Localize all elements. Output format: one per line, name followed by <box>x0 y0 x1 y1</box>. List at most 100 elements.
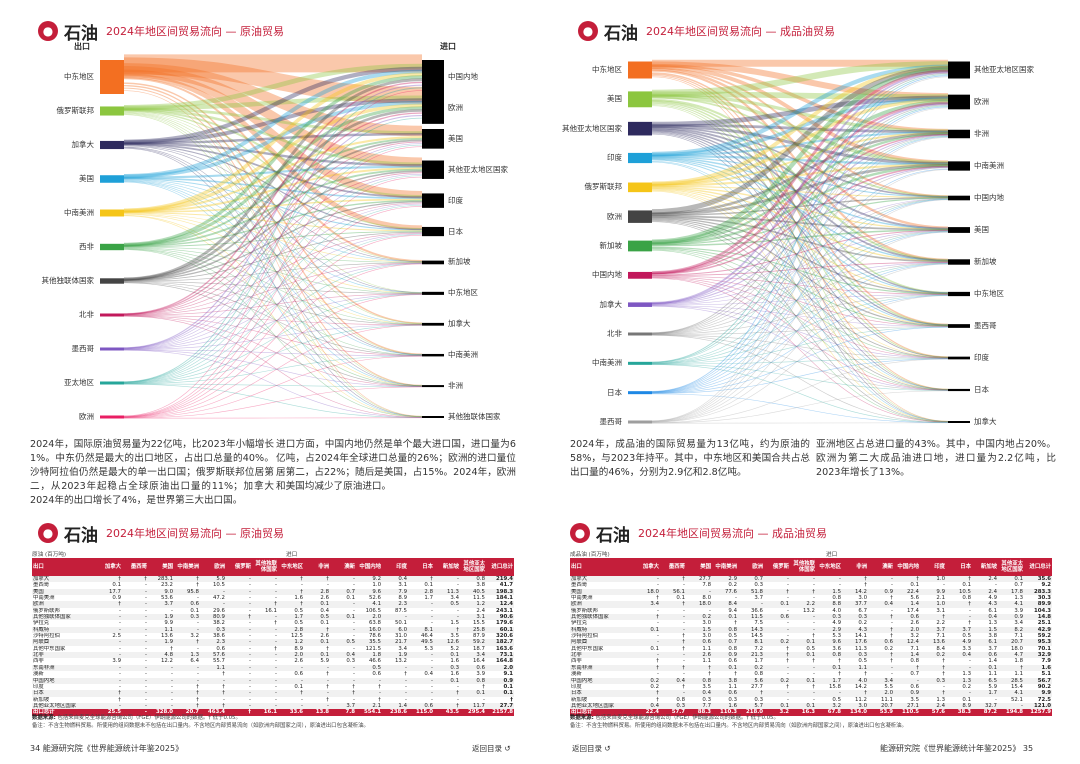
flow-link <box>123 63 423 137</box>
table-cell: † <box>170 645 173 652</box>
table-row: 其他亚太地区国家 0.4 0.3 7.7 1.6 5.7 0.1 0.1 3.2 3.0 20.7 2… <box>570 702 1052 710</box>
table-cell: - <box>122 652 148 659</box>
table-cell: 90.6 <box>486 614 514 621</box>
flow-link <box>651 166 949 305</box>
table-cell: - <box>764 576 790 583</box>
flow-link <box>651 130 949 326</box>
table-cell: 182.7 <box>486 639 514 646</box>
table-cell: 2.6 <box>294 658 303 665</box>
table-cell: 0.5 <box>434 601 460 608</box>
flow-link <box>123 145 423 293</box>
table-cell: - <box>226 601 252 608</box>
source-node <box>628 332 652 336</box>
table-cell: - <box>119 645 121 652</box>
target-label: 印度 <box>448 195 463 205</box>
column-header: 中国内地 <box>356 558 382 576</box>
row-label: 阿联酋 <box>570 639 634 646</box>
flow-link <box>123 212 423 263</box>
table-cell: - <box>660 626 686 634</box>
flow-link <box>651 123 949 134</box>
table-cell: 20.7 <box>998 639 1024 646</box>
table-cell: 1.1 <box>200 664 226 672</box>
table-cell: 1.1 <box>988 671 997 678</box>
table-cell: - <box>171 696 173 703</box>
flow-link <box>123 78 423 281</box>
table-cell: 0.6 <box>216 645 225 652</box>
flow-link <box>651 231 949 364</box>
table-row: 沙特阿拉伯 - † 3.0 0.5 14.5 - † 5.3 14.1 † 3.2 7.1 0.5 3.8 7… <box>570 633 1052 639</box>
flow-link <box>651 198 949 305</box>
flow-link <box>651 364 949 391</box>
table-cell: 3.2 <box>764 709 790 716</box>
table-cell: - <box>891 620 893 627</box>
flow-link <box>651 199 949 422</box>
table-cell: 88.3 <box>686 709 712 716</box>
table-cell: - <box>301 696 303 703</box>
table-cell: 0.6 <box>894 614 920 621</box>
target-label: 欧洲 <box>974 97 989 106</box>
row-label: 伊拉克 <box>33 620 50 627</box>
paragraph-1: 2024年，国际原油贸易量为22亿吨，比2023年小幅增长1%。中东仍然是最大的… <box>30 439 274 506</box>
target-label: 欧洲 <box>448 102 463 112</box>
table-cell: 9.2 <box>1041 582 1051 589</box>
flow-link <box>123 294 423 418</box>
back-to-contents-link[interactable]: 返回目录 ↺ <box>572 743 611 754</box>
row-label: 其他中东国家 <box>571 645 604 652</box>
table-cell: 2.2 <box>790 601 816 608</box>
table-cell: 43.5 <box>434 709 460 716</box>
flow-link <box>123 294 423 384</box>
table-cell: - <box>891 671 893 678</box>
table-cell: † <box>786 683 789 690</box>
table-cell: † <box>326 671 329 678</box>
source-label: 中南美洲 <box>64 208 94 217</box>
row-label: 其他亚太地区国家 <box>32 702 96 710</box>
table-cell: - <box>790 690 816 697</box>
table-cell: 3.4 <box>460 652 486 659</box>
table-cell: - <box>813 595 815 602</box>
table-cell: 0.1 <box>676 595 685 602</box>
back-to-contents-link[interactable]: 返回目录 ↺ <box>472 743 511 754</box>
table-cell: 13.6 <box>160 633 173 640</box>
table-cell: † <box>812 683 815 690</box>
flow-link <box>123 113 423 386</box>
table-cell: 0.8 <box>910 658 919 665</box>
flow-link <box>651 248 949 359</box>
table-cell: 35.6 <box>1024 576 1052 583</box>
table-cell: 2.1 <box>936 595 945 602</box>
table-cell: - <box>660 652 686 659</box>
table-cell: 0.1 <box>460 690 486 697</box>
table-cell: 16.1 <box>252 709 278 716</box>
table-cell: 1.1 <box>728 683 737 690</box>
table-cell: - <box>839 582 841 589</box>
table-cell: 11.5 <box>738 614 764 621</box>
row-label: 中国内地 <box>32 677 96 684</box>
table-cell: 27.7 <box>750 683 763 690</box>
table-cell: - <box>200 601 226 608</box>
table-cell: 21.3 <box>738 652 764 659</box>
row-label: 澳新 <box>33 671 44 678</box>
table-cell: 11.5 <box>472 595 485 602</box>
table-cell: 0.2 <box>634 677 660 684</box>
flow-link <box>123 263 423 418</box>
flow-link <box>651 165 949 275</box>
flow-link <box>123 90 423 417</box>
flow-link <box>651 126 949 198</box>
table-import-label: 进口 <box>286 552 298 558</box>
table-cell: 0.3 <box>174 614 200 621</box>
table-cell: † <box>326 696 329 703</box>
paragraph-2: 亚洲地区占总进口量的43%。其中，中国内地占20%。欧洲为第二大成品油进口地，进… <box>816 439 1056 478</box>
table-cell: 4.3 <box>842 626 868 634</box>
flow-link <box>123 117 423 383</box>
table-cell: 23.2 <box>160 582 173 589</box>
table-cell: 283.3 <box>1024 588 1052 596</box>
flow-link <box>123 249 423 418</box>
table-cell: 4.9 <box>988 595 997 602</box>
table-cell: 0.3 <box>434 664 460 672</box>
flow-link <box>651 73 949 358</box>
table-cell: † <box>708 671 711 678</box>
flow-link <box>651 64 949 165</box>
flow-link <box>651 101 949 326</box>
table-cell: - <box>252 639 278 646</box>
table-cell: 0.4 <box>424 671 433 678</box>
table-cell: † <box>812 633 815 640</box>
